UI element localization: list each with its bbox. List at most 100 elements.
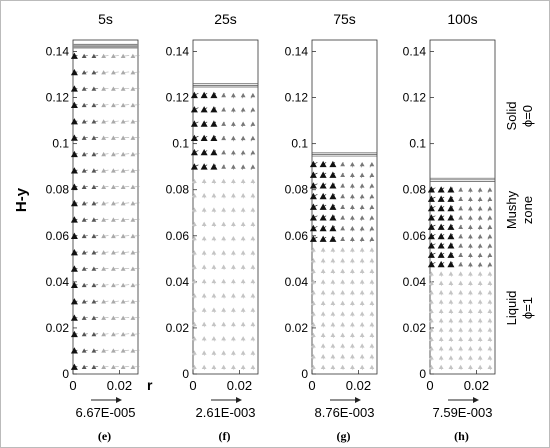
velocity-arrowhead [369,236,375,241]
velocity-arrowhead [201,321,207,327]
velocity-arrowhead [240,293,246,298]
velocity-arrowhead [250,207,256,212]
mushy-zone-label-2: zone [520,196,535,224]
velocity-arrowhead [230,293,236,298]
velocity-arrowhead [330,279,336,284]
velocity-arrowhead [250,92,256,98]
velocity-arrowhead [369,215,375,220]
velocity-arrowhead [369,172,375,177]
plot-frame [192,39,259,375]
velocity-arrowhead [110,86,116,91]
velocity-arrowhead [211,307,217,312]
velocity-arrowhead [427,251,435,258]
x-axis-label: r [147,377,153,393]
velocity-arrowhead [340,225,346,231]
velocity-arrowhead [70,85,78,92]
velocity-arrowhead [329,182,337,189]
velocity-arrowhead [467,233,473,239]
velocity-arrowhead [340,322,346,327]
velocity-arrowhead [81,53,87,59]
velocity-arrowhead [487,280,493,285]
y-tick-label: 0.04 [166,275,190,289]
velocity-arrowhead [467,346,473,351]
velocity-arrowhead [428,355,434,360]
velocity-arrowhead [120,299,126,304]
velocity-arrowhead [200,106,208,113]
velocity-arrowhead [477,233,483,239]
velocity-arrowhead [91,168,97,173]
velocity-arrowhead [487,252,493,257]
velocity-arrowhead [330,258,336,263]
velocity-arrowhead [250,264,256,269]
velocity-arrowhead [458,280,464,285]
panel-time-label: 25s [214,11,237,27]
reference-scale-label: 6.67E-005 [76,405,136,420]
velocity-arrowhead [319,203,327,210]
velocity-arrowhead [230,92,236,98]
velocity-arrowhead [70,216,78,223]
velocity-arrowhead [120,86,126,91]
y-tick-label: 0.1 [52,137,69,151]
velocity-arrowhead [211,221,217,226]
velocity-arrowhead [349,215,355,220]
velocity-arrowhead [250,321,256,327]
velocity-arrowhead [200,91,208,99]
velocity-arrowhead [130,364,136,370]
velocity-arrowhead [81,184,87,189]
velocity-arrowhead [340,300,346,305]
velocity-arrowhead [448,355,454,360]
velocity-arrowhead [70,298,78,305]
liquid-zone-label: Liquid [504,291,519,326]
velocity-arrowhead [458,346,464,351]
velocity-arrowhead [190,106,198,113]
velocity-arrowhead [359,204,365,209]
velocity-arrowhead [477,271,483,276]
velocity-arrowhead [447,195,455,202]
velocity-arrowhead [447,223,455,230]
velocity-arrowhead [487,205,493,211]
velocity-arrowhead [487,224,493,229]
velocity-arrowhead [467,318,473,323]
y-axis-title: H-y [13,187,30,212]
y-tick-label: 0.08 [403,183,427,197]
velocity-arrowhead [359,172,365,177]
velocity-arrowhead [340,183,346,188]
x-tick-label: 0.02 [227,378,252,393]
velocity-arrowhead [447,251,455,258]
y-tick-label: 0 [62,367,69,381]
velocity-arrowhead [487,271,493,276]
velocity-arrowhead [359,193,365,199]
velocity-arrowhead [81,250,87,255]
velocity-arrowhead [447,214,455,221]
velocity-arrowhead [221,150,227,155]
velocity-arrowhead [349,332,355,338]
velocity-arrowhead [101,266,107,271]
velocity-arrowhead [487,346,493,351]
velocity-arrowhead [110,315,116,320]
panel-label: (g) [337,429,351,443]
velocity-arrowhead [477,308,483,313]
velocity-arrowhead [70,314,78,321]
velocity-arrowhead [240,235,246,241]
velocity-arrowhead [330,322,336,327]
velocity-arrowhead [310,364,316,370]
velocity-arrowhead [359,258,365,263]
velocity-arrowhead [359,279,365,284]
velocity-arrowhead [369,322,375,327]
velocity-arrowhead [359,332,365,338]
velocity-arrowhead [70,118,78,125]
velocity-arrowhead [369,311,375,316]
velocity-arrowhead [467,224,473,229]
velocity-arrowhead [310,300,316,305]
velocity-arrowhead [359,161,365,167]
velocity-arrowhead [211,264,217,269]
velocity-arrowhead [211,321,217,327]
velocity-arrowhead [200,149,208,156]
velocity-arrowhead [101,282,107,288]
velocity-arrowhead [221,193,227,198]
velocity-arrowhead [487,299,493,304]
velocity-arrowhead [240,193,246,198]
velocity-arrowhead [81,201,87,206]
velocity-arrowhead [320,290,326,295]
y-axis-label: H-y [13,187,30,212]
